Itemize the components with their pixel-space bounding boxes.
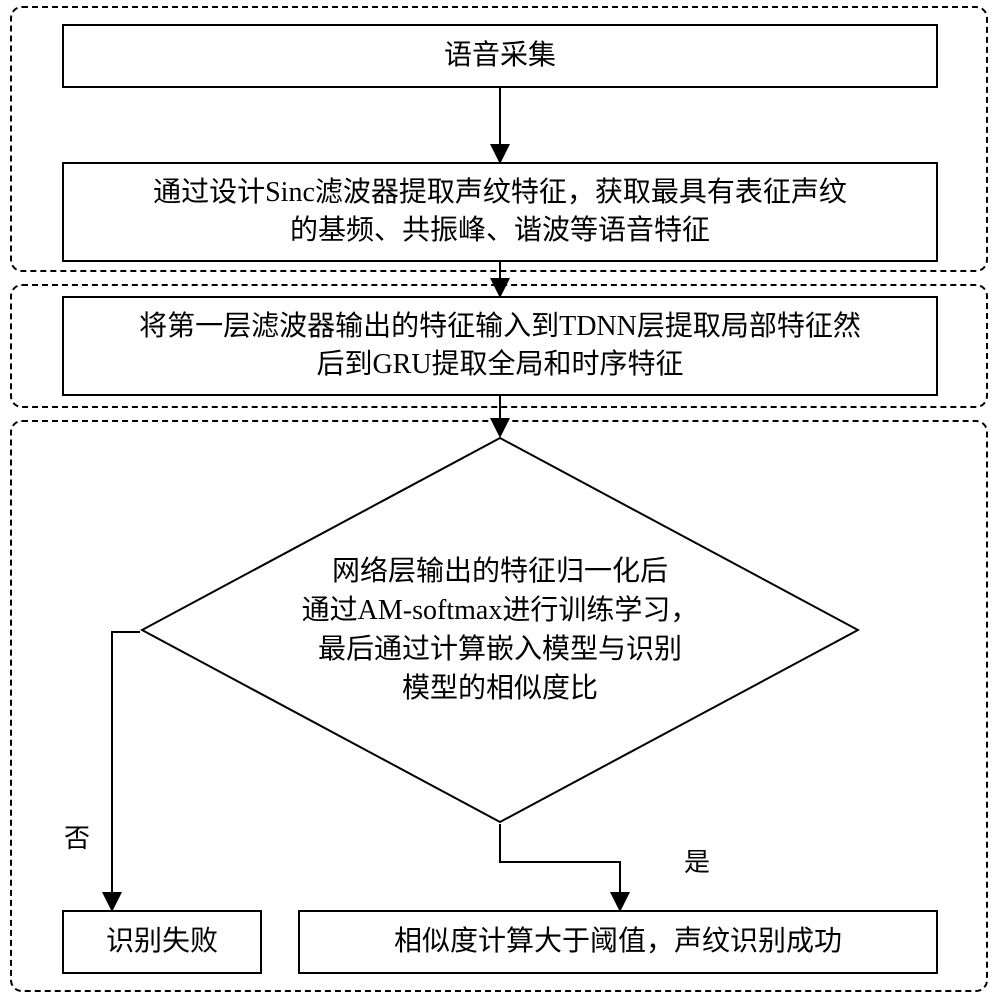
node-text: 通过设计Sinc滤波器提取声纹特征，获取最具有表征声纹 的基频、共振峰、谐波等语… <box>153 174 847 250</box>
edge-label-no: 否 <box>64 818 90 855</box>
edge-label-yes: 是 <box>684 842 710 879</box>
node-fail: 识别失败 <box>62 910 262 974</box>
node-voice-capture: 语音采集 <box>62 24 938 88</box>
node-sinc-filter: 通过设计Sinc滤波器提取声纹特征，获取最具有表征声纹 的基频、共振峰、谐波等语… <box>62 162 938 262</box>
node-text: 将第一层滤波器输出的特征输入到TDNN层提取局部特征然 后到GRU提取全局和时序… <box>139 308 861 384</box>
label-text: 是 <box>684 848 710 877</box>
label-text: 否 <box>64 824 90 853</box>
node-text: 识别失败 <box>106 923 218 961</box>
node-tdnn-gru: 将第一层滤波器输出的特征输入到TDNN层提取局部特征然 后到GRU提取全局和时序… <box>62 296 938 396</box>
node-text: 语音采集 <box>444 37 556 75</box>
node-text: 网络层输出的特征归一化后 通过AM-softmax进行训练学习， 最后通过计算嵌… <box>302 552 699 709</box>
node-text: 相似度计算大于阈值，声纹识别成功 <box>394 923 842 961</box>
node-success: 相似度计算大于阈值，声纹识别成功 <box>298 910 938 974</box>
node-decision: 网络层输出的特征归一化后 通过AM-softmax进行训练学习， 最后通过计算嵌… <box>140 436 860 824</box>
